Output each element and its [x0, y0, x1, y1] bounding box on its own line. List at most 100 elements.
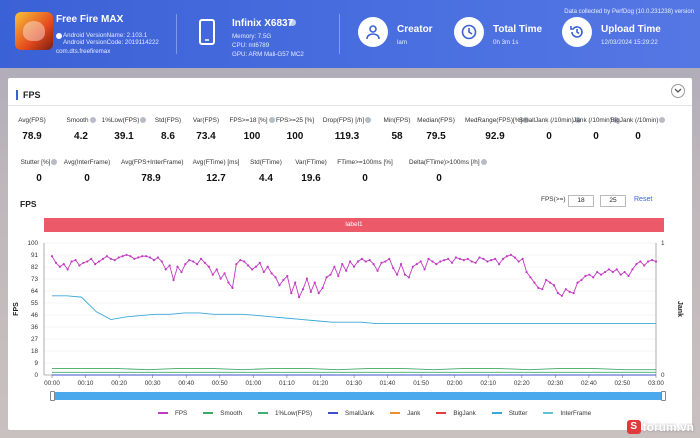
fps-point [247, 264, 250, 267]
stat-r1-6: FPS>=25 [%] 100 [265, 117, 325, 142]
fps-point [184, 263, 187, 266]
stat-label: SmallJank (/10min) [519, 117, 581, 124]
app-name: Free Fire MAX [56, 14, 124, 25]
stat-label: Std(FPS) [138, 117, 198, 124]
fps-point [286, 274, 289, 278]
stat-value: 19.6 [301, 173, 321, 184]
stat-value: 73.4 [196, 131, 216, 142]
upload-time-title: Upload Time [601, 24, 661, 35]
fps-filter-min-input[interactable]: 18 [568, 195, 594, 207]
help-icon[interactable] [480, 159, 487, 166]
y-tick-label: 27 [31, 336, 39, 343]
fps-point [192, 260, 195, 263]
fps-point [117, 256, 120, 259]
info-icon[interactable] [289, 19, 296, 26]
fps-point [305, 277, 309, 280]
help-icon[interactable] [574, 117, 581, 124]
stat-r1-0: Avg(FPS) 78.9 [2, 117, 62, 142]
legend-item-1-low-fps-[interactable]: 1%Low(FPS) [257, 408, 313, 418]
watermark: S forum.vn [626, 420, 694, 434]
stat-r1-11: SmallJank (/10min) 0 [519, 117, 581, 142]
stat-label: Avg(FPS+InterFrame) [121, 159, 184, 166]
total-time-title: Total Time [493, 24, 543, 35]
fps-point [329, 273, 332, 276]
stat-label: 1%Low(FPS) [94, 117, 154, 124]
time-range-scrollbar[interactable] [50, 391, 666, 401]
legend-swatch [158, 412, 168, 414]
stat-label-text: FPS>=18 [%] [229, 117, 268, 124]
fps-point [199, 257, 203, 260]
android-version-name: Android VersionName: 2.103.1 [63, 32, 148, 39]
fps-point [90, 257, 93, 260]
fps-point [572, 292, 575, 295]
help-icon[interactable] [365, 117, 372, 124]
fps-point [494, 257, 497, 260]
fps-point [427, 257, 430, 260]
scrollbar-right-handle[interactable] [661, 391, 666, 401]
stat-label-text: Avg(FPS) [18, 117, 46, 124]
stat-r1-5: FPS>=18 [%] 100 [222, 117, 282, 142]
fps-point [348, 260, 352, 263]
fps-point [647, 260, 650, 263]
fps-point [639, 260, 642, 263]
fps-filter-max-input[interactable]: 25 [600, 195, 626, 207]
legend-swatch [491, 412, 502, 414]
stat-label: Delta(FTime)>100ms [/h] [409, 159, 487, 166]
fps-point [129, 255, 132, 258]
package-name: com.dts.freefiremax [56, 48, 111, 55]
legend-item-interframe[interactable]: InterFrame [543, 408, 591, 418]
fps-point [309, 290, 312, 293]
legend-item-fps[interactable]: FPS [158, 408, 187, 418]
help-icon[interactable] [89, 117, 96, 124]
legend-label: Jank [407, 409, 421, 417]
fps-point [415, 263, 418, 266]
x-tick-label: 02:10 [480, 380, 496, 387]
fps-point [576, 281, 579, 284]
stat-label: Smooth [51, 117, 111, 124]
stat-r2-1: Avg(InterFrame) 0 [57, 159, 117, 184]
divider [8, 105, 692, 106]
legend-item-jank[interactable]: Jank [390, 408, 420, 418]
help-icon[interactable] [140, 117, 147, 124]
chart-title: FPS [20, 199, 37, 209]
fps-point [498, 263, 501, 266]
scrollbar-left-handle[interactable] [50, 391, 55, 401]
fps-point [215, 268, 218, 271]
legend-item-smalljank[interactable]: SmallJank [328, 408, 374, 418]
help-icon[interactable] [523, 117, 530, 124]
fps-point [113, 259, 116, 262]
stat-r1-2: 1%Low(FPS) 39.1 [94, 117, 154, 142]
reset-button[interactable]: Reset [634, 196, 653, 203]
stat-label-text: Avg(InterFrame) [63, 159, 111, 166]
help-icon[interactable] [659, 117, 666, 124]
help-icon[interactable] [612, 117, 619, 124]
legend-item-stutter[interactable]: Stutter [491, 408, 527, 418]
fps-point [552, 284, 556, 287]
fps-point [450, 261, 454, 264]
fps-point [219, 277, 222, 280]
fps-point [482, 257, 485, 260]
label-band[interactable]: label1 [44, 218, 664, 232]
fps-point [643, 264, 646, 267]
fps-point [278, 284, 281, 287]
fps-point [82, 261, 85, 264]
stat-r2-4: Std(FTime) 4.4 [236, 159, 296, 184]
fps-point [70, 260, 73, 263]
fps-point [62, 263, 65, 266]
fps-point [376, 269, 379, 272]
fps-point [435, 263, 438, 266]
fps-point [505, 255, 509, 258]
stat-value: 0 [546, 131, 552, 142]
legend-item-bigjank[interactable]: BigJank [436, 408, 476, 418]
legend-item-smooth[interactable]: Smooth [203, 408, 242, 418]
legend-label: 1%Low(FPS) [274, 409, 313, 417]
fps-point [392, 266, 395, 270]
stat-label-text: SmallJank (/10min) [519, 117, 574, 124]
help-icon[interactable] [51, 159, 58, 166]
device-name: Infinix X6837 [232, 18, 294, 29]
fps-point [145, 255, 148, 258]
help-icon[interactable] [268, 117, 275, 124]
collapse-button[interactable] [671, 84, 685, 98]
fps-point [148, 256, 152, 259]
